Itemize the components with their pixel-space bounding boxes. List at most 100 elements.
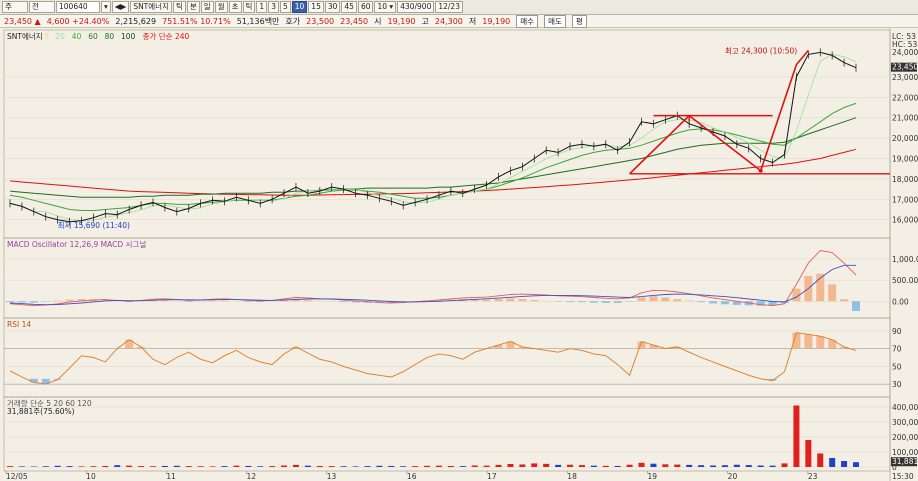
toolbar-button-9[interactable]: 월	[214, 1, 228, 13]
volume-bar	[424, 465, 431, 467]
volume-bar	[412, 466, 419, 467]
vol-tick-label: 0	[892, 463, 897, 472]
macd-osc-bar	[661, 297, 670, 302]
volume-bar	[316, 465, 323, 467]
volume-bar	[376, 465, 383, 467]
x-axis-label-0: 12/05	[6, 472, 28, 481]
macd-osc-bar	[792, 288, 801, 302]
volume-bar	[602, 465, 609, 467]
macd-osc-bar	[732, 301, 741, 305]
price-tick-label: 17,000	[892, 195, 918, 204]
x-axis-label-7: 18	[567, 472, 577, 481]
toolbar-button-15[interactable]: 10	[291, 1, 308, 13]
macd-osc-bar	[303, 300, 312, 302]
volume-bar	[292, 464, 299, 467]
x-axis-label-1: 10	[86, 472, 96, 481]
toolbar-button-3[interactable]: ▾	[101, 1, 111, 13]
volume-bar	[269, 466, 276, 467]
toolbar-button-12[interactable]: 1	[256, 1, 268, 13]
rsi-overbought-fill	[518, 346, 527, 349]
macd-osc-bar	[518, 298, 527, 302]
toolbar-button-17[interactable]: 30	[324, 1, 341, 13]
macd-osc-bar	[148, 300, 157, 302]
toolbar-button-14[interactable]: 5	[279, 1, 291, 13]
rsi-overbought-fill	[792, 332, 801, 349]
macd-osc-bar	[637, 297, 646, 302]
toolbar-button-4[interactable]: ◀▶	[111, 1, 130, 13]
volume-bar	[209, 466, 216, 467]
macd-osc-bar	[566, 301, 575, 303]
price-legend-7: 종가 단순 240	[143, 31, 190, 41]
toolbar-button-1[interactable]: 전	[29, 1, 55, 13]
toolbar-button-22[interactable]: 12/23	[435, 1, 463, 13]
high-price: 24,300	[434, 16, 463, 26]
toolbar-button-20[interactable]: 10 ▾	[374, 1, 397, 13]
macd-osc-bar	[828, 284, 837, 302]
volume-bar	[567, 464, 574, 467]
x-axis-label-9: 20	[728, 472, 738, 481]
last-price-label: 23,450	[892, 63, 918, 72]
macd-osc-bar	[720, 301, 729, 305]
toolbar-button-0[interactable]: 주	[2, 1, 28, 13]
volume-bar	[18, 466, 25, 467]
volume-bar	[185, 466, 192, 467]
volume-bar	[674, 464, 681, 467]
toolbar-button-7[interactable]: 분	[186, 1, 200, 13]
vol-tick-label: 100,00	[892, 448, 918, 457]
eval-button[interactable]: 평	[571, 14, 587, 28]
macd-osc-bar	[494, 298, 503, 302]
macd-osc-bar	[577, 301, 586, 303]
volume-bar	[733, 464, 740, 467]
toolbar-button-21[interactable]: 430/900	[397, 1, 435, 13]
macd-osc-bar	[840, 299, 849, 302]
toolbar-button-19[interactable]: 60	[357, 1, 374, 13]
price-legend-4: 60	[88, 32, 98, 41]
sell-button[interactable]: 매수	[516, 14, 539, 28]
toolbar-button-18[interactable]: 45	[341, 1, 357, 13]
volume-bar	[769, 465, 776, 467]
last-volume-label: 31,881	[892, 457, 918, 466]
macd-osc-bar	[65, 299, 74, 302]
macd-signal-line	[9, 264, 856, 306]
volume-readout: 31,881주(75.60%)	[7, 407, 75, 416]
volume-bar	[710, 465, 717, 467]
toolbar-button-2[interactable]: 100640	[56, 1, 100, 13]
toolbar-button-16[interactable]: 15	[308, 1, 324, 13]
toolbar-button-10[interactable]: 초	[228, 1, 242, 13]
volume-bar	[221, 466, 228, 467]
buy-button[interactable]: 매도	[544, 14, 566, 28]
macd-osc-bar	[6, 301, 14, 303]
macd-osc-bar	[649, 296, 658, 302]
toolbar-button-6[interactable]: 틱	[172, 1, 186, 13]
rsi-line	[9, 332, 857, 385]
quote-bar: 23,450 ▲ 4,600 +24.40% 2,215,629 751.51%…	[0, 14, 918, 28]
stock-chart: 16,000 17,000 18,000 19,000 20,000 21,000 22,0…	[0, 28, 918, 481]
last-volume-marker	[891, 457, 917, 467]
macd-osc-bar	[208, 300, 217, 302]
x-axis-label-8: 19	[647, 472, 657, 481]
x-axis-label-3: 12	[247, 472, 257, 481]
volume-bar	[149, 466, 156, 467]
macd-osc-bar	[685, 300, 694, 302]
volume-bar	[352, 466, 359, 467]
macd-osc-bar	[506, 298, 515, 302]
macd-osc-bar	[756, 301, 765, 306]
price-legend-2: 20	[55, 32, 65, 41]
open-label: 시	[374, 16, 382, 26]
volume-bar	[555, 464, 562, 467]
rsi-overbought-fill	[828, 339, 837, 349]
trend-point	[758, 168, 763, 173]
toolbar-button-13[interactable]: 3	[268, 1, 279, 13]
toolbar-button-8[interactable]: 일	[200, 1, 214, 13]
price-legend-6: 100	[121, 32, 136, 41]
macd-osc-bar	[697, 301, 706, 303]
rsi-title: RSI 14	[7, 320, 31, 329]
volume-bar	[745, 465, 752, 467]
rsi-overbought-fill	[137, 346, 146, 349]
toolbar-button-5[interactable]: SNT에너지	[130, 1, 172, 13]
price-tick-label: 20,000	[892, 134, 918, 143]
current-price: 23,450 ▲	[4, 16, 41, 26]
toolbar-button-11[interactable]: 틱	[242, 1, 256, 13]
macd-osc-bar	[601, 301, 610, 303]
bid-price: 23,500	[306, 16, 335, 26]
